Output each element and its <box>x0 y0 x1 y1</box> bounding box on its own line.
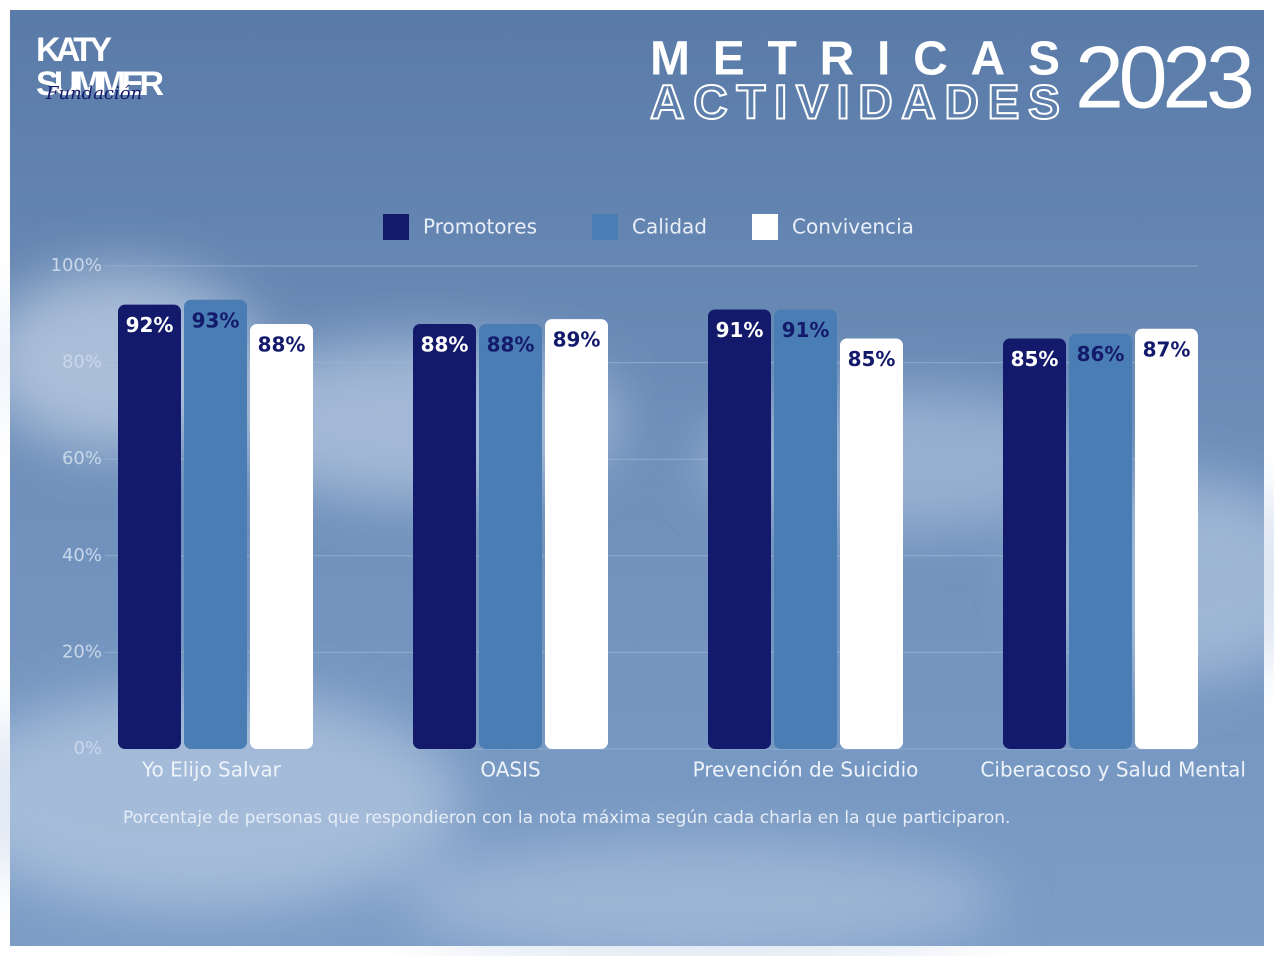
value-label: 87% <box>1143 337 1191 361</box>
value-label: 88% <box>421 332 469 356</box>
y-tick-label: 0% <box>73 738 102 759</box>
bar <box>250 323 313 749</box>
y-tick-label: 80% <box>62 352 102 373</box>
legend-label: Convivencia <box>792 215 914 239</box>
legend-label: Promotores <box>423 215 537 239</box>
bar <box>118 304 181 749</box>
x-tick-label: Prevención de Suicidio <box>693 758 919 782</box>
title-year: 2023 <box>1075 27 1255 126</box>
brand-line1: KATY <box>36 31 112 69</box>
value-label: 92% <box>126 313 174 337</box>
x-tick-label: Yo Elijo Salvar <box>141 758 282 782</box>
legend-swatch <box>752 214 778 240</box>
bar <box>774 309 837 749</box>
bar <box>413 323 476 749</box>
value-label: 91% <box>716 318 764 342</box>
y-tick-label: 60% <box>62 448 102 469</box>
bar <box>1135 328 1198 749</box>
brand-script: Fundación <box>45 83 142 104</box>
brand-line2: SUMMER <box>36 65 164 103</box>
bar <box>1069 333 1132 749</box>
legend-label: Calidad <box>632 215 707 239</box>
x-tick-label: OASIS <box>480 758 540 782</box>
chart-note: Porcentaje de personas que respondieron … <box>123 808 1010 828</box>
value-label: 86% <box>1077 342 1125 366</box>
value-label: 85% <box>1011 347 1059 371</box>
bar <box>479 323 542 749</box>
value-label: 88% <box>487 332 535 356</box>
bar <box>545 319 608 749</box>
y-tick-label: 20% <box>62 641 102 662</box>
y-tick-label: 100% <box>51 255 102 276</box>
value-label: 93% <box>192 308 240 332</box>
bar <box>1003 338 1066 749</box>
legend-swatch <box>592 214 618 240</box>
bar <box>184 299 247 749</box>
x-tick-label: Ciberacoso y Salud Mental <box>980 758 1246 782</box>
legend-swatch <box>383 214 409 240</box>
value-label: 91% <box>782 318 830 342</box>
value-label: 85% <box>848 347 896 371</box>
bar <box>708 309 771 749</box>
value-label: 88% <box>258 332 306 356</box>
bar <box>840 338 903 749</box>
value-label: 89% <box>553 328 601 352</box>
y-tick-label: 40% <box>62 545 102 566</box>
